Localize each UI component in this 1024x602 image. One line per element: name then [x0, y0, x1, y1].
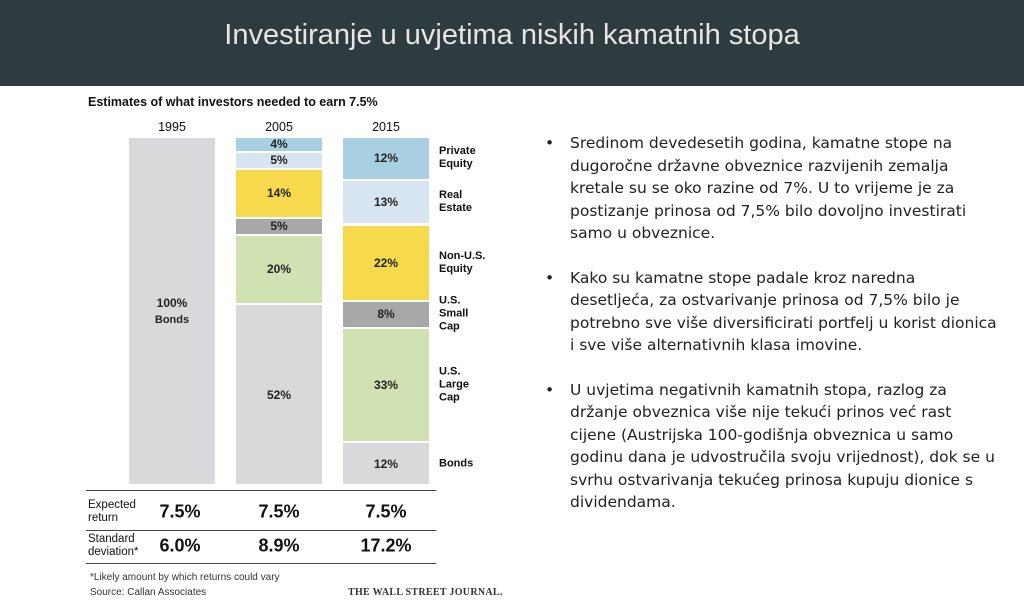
legend-label: Non-U.S. Equity [439, 249, 486, 275]
legend-label: U.S. Large Cap [439, 365, 469, 404]
chart: Estimates of what investors needed to ea… [0, 86, 520, 602]
bar-segment [236, 138, 322, 151]
value-label: 22% [373, 255, 399, 270]
legend-label: U.S. Small Cap [439, 294, 469, 333]
value-label: 4% [270, 137, 288, 152]
title-banner [0, 0, 1024, 86]
value-label: 14% [266, 186, 292, 201]
value-label: 5% [270, 153, 288, 168]
footnote: *Likely amount by which returns could va… [90, 572, 280, 583]
x-tick-label: 1995 [158, 120, 186, 134]
table-cell: 7.5% [365, 501, 407, 522]
bar-segment [236, 235, 322, 304]
table-rule [86, 530, 436, 531]
bar-segment [343, 138, 429, 179]
value-label: 12% [373, 456, 399, 471]
slide-title: Investiranje u uvjetima niskih kamatnih … [224, 19, 800, 51]
table-cell: 17.2% [360, 535, 412, 556]
bar-segment [343, 225, 429, 300]
legend-label: Bonds [439, 457, 474, 470]
bullet-list: Sredinom devedesetih godina, kamatne sto… [545, 132, 1000, 536]
table-cell: 6.0% [159, 535, 201, 556]
bar-segment [236, 152, 322, 169]
value-label: 8% [377, 307, 395, 322]
bullet-item: Kako su kamatne stope padale kroz naredn… [545, 267, 1000, 357]
table-cell: 8.9% [258, 535, 300, 556]
credit: THE WALL STREET JOURNAL. [348, 587, 503, 598]
bar-segment [343, 329, 429, 442]
bar-segment [129, 138, 215, 484]
value-label: 13% [373, 195, 399, 209]
bar-segment [236, 170, 322, 217]
value-label: 5% [270, 219, 288, 234]
inner-label: Bonds [154, 314, 190, 326]
bar-segment [236, 305, 322, 484]
table-rule [86, 563, 436, 564]
table-rule [86, 490, 436, 491]
bar-segment [343, 301, 429, 328]
source: Source: Callan Associates [90, 587, 207, 598]
value-label: 12% [373, 151, 399, 166]
chart-title: Estimates of what investors needed to ea… [88, 95, 378, 109]
bullet-item: U uvjetima negativnih kamatnih stopa, ra… [545, 379, 1000, 514]
bar-segment [343, 443, 429, 484]
bullet-item: Sredinom devedesetih godina, kamatne sto… [545, 132, 1000, 245]
bar-segment [343, 180, 429, 224]
table-cell: 7.5% [258, 501, 300, 522]
row-label: Standard deviation* [88, 533, 139, 558]
x-tick-label: 2005 [265, 120, 293, 134]
value-label: 52% [266, 387, 292, 402]
value-label: 100% [156, 296, 188, 310]
bar-segment [236, 218, 322, 234]
x-tick-label: 2015 [372, 120, 400, 134]
legend-label: Real Estate [439, 189, 473, 214]
legend-label: Private Equity [439, 145, 476, 171]
value-label: 20% [266, 262, 292, 277]
value-label: 33% [373, 378, 399, 393]
table-cell: 7.5% [159, 501, 201, 522]
row-label: Expected return [88, 499, 136, 524]
